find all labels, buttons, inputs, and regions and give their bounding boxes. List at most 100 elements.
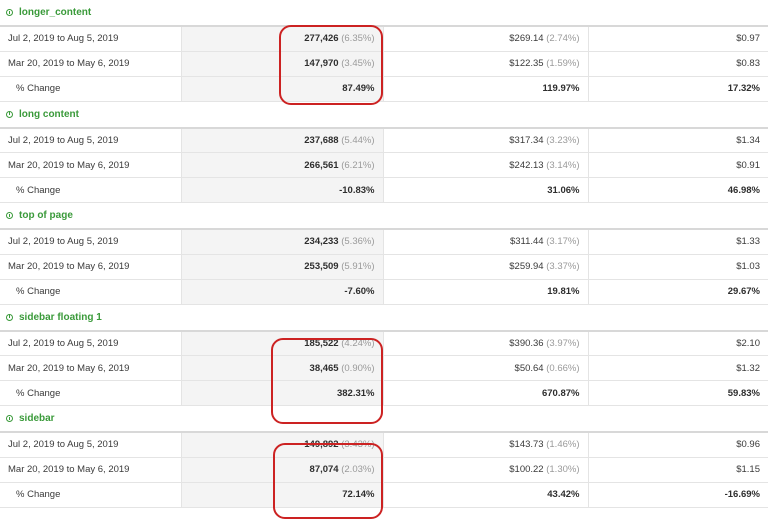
section-title: long content xyxy=(19,108,79,120)
revenue-change: 119.97% xyxy=(383,75,589,102)
data-table: Jul 2, 2019 to Aug 5, 2019 185,522 (4.24… xyxy=(0,329,768,406)
impressions-value: 277,426 xyxy=(304,33,339,45)
impressions-pct: (5.91%) xyxy=(341,261,375,272)
date-range-label: Mar 20, 2019 to May 6, 2019 xyxy=(0,456,182,482)
date-range-label: Jul 2, 2019 to Aug 5, 2019 xyxy=(0,329,182,356)
revenue-pct: (3.17%) xyxy=(546,236,580,248)
revenue-cell: $269.14 (2.74%) xyxy=(383,25,589,51)
section-top-of-page: top of page Jul 2, 2019 to Aug 5, 2019 2… xyxy=(0,203,768,305)
rpm-change: 46.98% xyxy=(588,177,768,203)
section-title: top of page xyxy=(19,210,73,221)
revenue-value: $311.44 xyxy=(509,236,544,248)
change-row: % Change 72.14% 43.42% -16.69% xyxy=(0,481,768,508)
impressions-change: 87.49% xyxy=(181,75,384,102)
table-row: Mar 20, 2019 to May 6, 2019 253,509 (5.9… xyxy=(0,253,768,279)
change-label: % Change xyxy=(0,278,182,305)
revenue-pct: (2.74%) xyxy=(546,33,580,45)
impressions-pct: (6.35%) xyxy=(341,33,375,45)
section-title: longer_content xyxy=(19,7,92,18)
impressions-pct: (4.24%) xyxy=(341,337,375,349)
data-table: Jul 2, 2019 to Aug 5, 2019 149,892 (3.43… xyxy=(0,431,768,508)
revenue-cell: $259.94 (3.37%) xyxy=(383,253,589,279)
data-table: Jul 2, 2019 to Aug 5, 2019 277,426 (6.35… xyxy=(0,25,768,102)
impressions-pct: (5.36%) xyxy=(341,236,375,248)
date-range-label: Jul 2, 2019 to Aug 5, 2019 xyxy=(0,431,182,457)
section-title: sidebar xyxy=(19,413,55,424)
table-row: Mar 20, 2019 to May 6, 2019 266,561 (6.2… xyxy=(0,152,768,178)
date-range-label: Jul 2, 2019 to Aug 5, 2019 xyxy=(0,126,182,153)
revenue-pct: (1.46%) xyxy=(546,439,580,451)
change-label: % Change xyxy=(0,380,182,406)
revenue-cell: $143.73 (1.46%) xyxy=(383,431,589,457)
revenue-value: $100.22 xyxy=(509,464,544,475)
impressions-pct: (3.43%) xyxy=(341,439,375,451)
impressions-cell: 185,522 (4.24%) xyxy=(181,329,384,356)
section-header[interactable]: long content xyxy=(0,102,768,127)
clock-icon xyxy=(6,110,13,118)
table-row: Jul 2, 2019 to Aug 5, 2019 237,688 (5.44… xyxy=(0,126,768,153)
revenue-cell: $50.64 (0.66%) xyxy=(383,355,589,381)
impressions-pct: (0.90%) xyxy=(341,362,375,374)
revenue-cell: $100.22 (1.30%) xyxy=(383,456,589,482)
table-row: Mar 20, 2019 to May 6, 2019 87,074 (2.03… xyxy=(0,456,768,482)
revenue-cell: $242.13 (3.14%) xyxy=(383,152,589,178)
impressions-change: -10.83% xyxy=(181,177,384,203)
clock-icon xyxy=(6,212,13,219)
impressions-cell: 87,074 (2.03%) xyxy=(181,456,384,482)
section-sidebar: sidebar Jul 2, 2019 to Aug 5, 2019 149,8… xyxy=(0,406,768,508)
section-header[interactable]: sidebar floating 1 xyxy=(0,305,768,330)
section-header[interactable]: top of page xyxy=(0,203,768,228)
impressions-cell: 253,509 (5.91%) xyxy=(181,253,384,279)
rpm-cell: $1.32 xyxy=(588,355,768,381)
revenue-value: $242.13 xyxy=(509,159,544,171)
revenue-cell: $317.34 (3.23%) xyxy=(383,126,589,153)
section-longer-content: longer_content Jul 2, 2019 to Aug 5, 201… xyxy=(0,0,768,102)
revenue-pct: (3.14%) xyxy=(546,159,580,171)
table-row: Jul 2, 2019 to Aug 5, 2019 185,522 (4.24… xyxy=(0,329,768,356)
impressions-pct: (6.21%) xyxy=(341,159,375,171)
revenue-value: $390.36 xyxy=(509,337,544,349)
rpm-cell: $0.97 xyxy=(588,25,768,51)
impressions-cell: 277,426 (6.35%) xyxy=(181,25,384,51)
date-range-label: Mar 20, 2019 to May 6, 2019 xyxy=(0,50,182,76)
rpm-cell: $1.03 xyxy=(588,253,768,279)
impressions-cell: 147,970 (3.45%) xyxy=(181,50,384,76)
rpm-cell: $0.91 xyxy=(588,152,768,178)
revenue-value: $122.35 xyxy=(509,58,544,69)
impressions-cell: 237,688 (5.44%) xyxy=(181,126,384,153)
rpm-change: 17.32% xyxy=(588,75,768,102)
revenue-pct: (1.30%) xyxy=(546,464,580,475)
impressions-change: 382.31% xyxy=(181,380,384,406)
section-header[interactable]: sidebar xyxy=(0,406,768,431)
change-label: % Change xyxy=(0,75,182,102)
impressions-value: 266,561 xyxy=(304,159,339,171)
section-long-content: long content Jul 2, 2019 to Aug 5, 2019 … xyxy=(0,102,768,203)
impressions-value: 87,074 xyxy=(309,464,339,475)
clock-icon xyxy=(6,313,13,321)
rpm-change: 59.83% xyxy=(588,380,768,406)
change-label: % Change xyxy=(0,177,182,203)
section-title: sidebar floating 1 xyxy=(19,311,102,323)
revenue-pct: (1.59%) xyxy=(546,58,580,69)
clock-icon xyxy=(6,9,13,16)
revenue-cell: $311.44 (3.17%) xyxy=(383,228,589,254)
date-range-label: Mar 20, 2019 to May 6, 2019 xyxy=(0,253,182,279)
impressions-value: 234,233 xyxy=(304,236,339,248)
table-row: Jul 2, 2019 to Aug 5, 2019 277,426 (6.35… xyxy=(0,25,768,51)
impressions-value: 38,465 xyxy=(309,362,339,374)
impressions-cell: 266,561 (6.21%) xyxy=(181,152,384,178)
revenue-change: 670.87% xyxy=(383,380,589,406)
impressions-value: 237,688 xyxy=(304,134,339,146)
revenue-cell: $122.35 (1.59%) xyxy=(383,50,589,76)
table-row: Jul 2, 2019 to Aug 5, 2019 234,233 (5.36… xyxy=(0,228,768,254)
rpm-cell: $1.15 xyxy=(588,456,768,482)
impressions-change: 72.14% xyxy=(181,481,384,508)
revenue-value: $317.34 xyxy=(509,134,544,146)
section-header[interactable]: longer_content xyxy=(0,0,768,25)
clock-icon xyxy=(6,415,13,422)
revenue-change: 19.81% xyxy=(383,278,589,305)
impressions-cell: 38,465 (0.90%) xyxy=(181,355,384,381)
rpm-cell: $2.10 xyxy=(588,329,768,356)
date-range-label: Jul 2, 2019 to Aug 5, 2019 xyxy=(0,25,182,51)
impressions-cell: 234,233 (5.36%) xyxy=(181,228,384,254)
